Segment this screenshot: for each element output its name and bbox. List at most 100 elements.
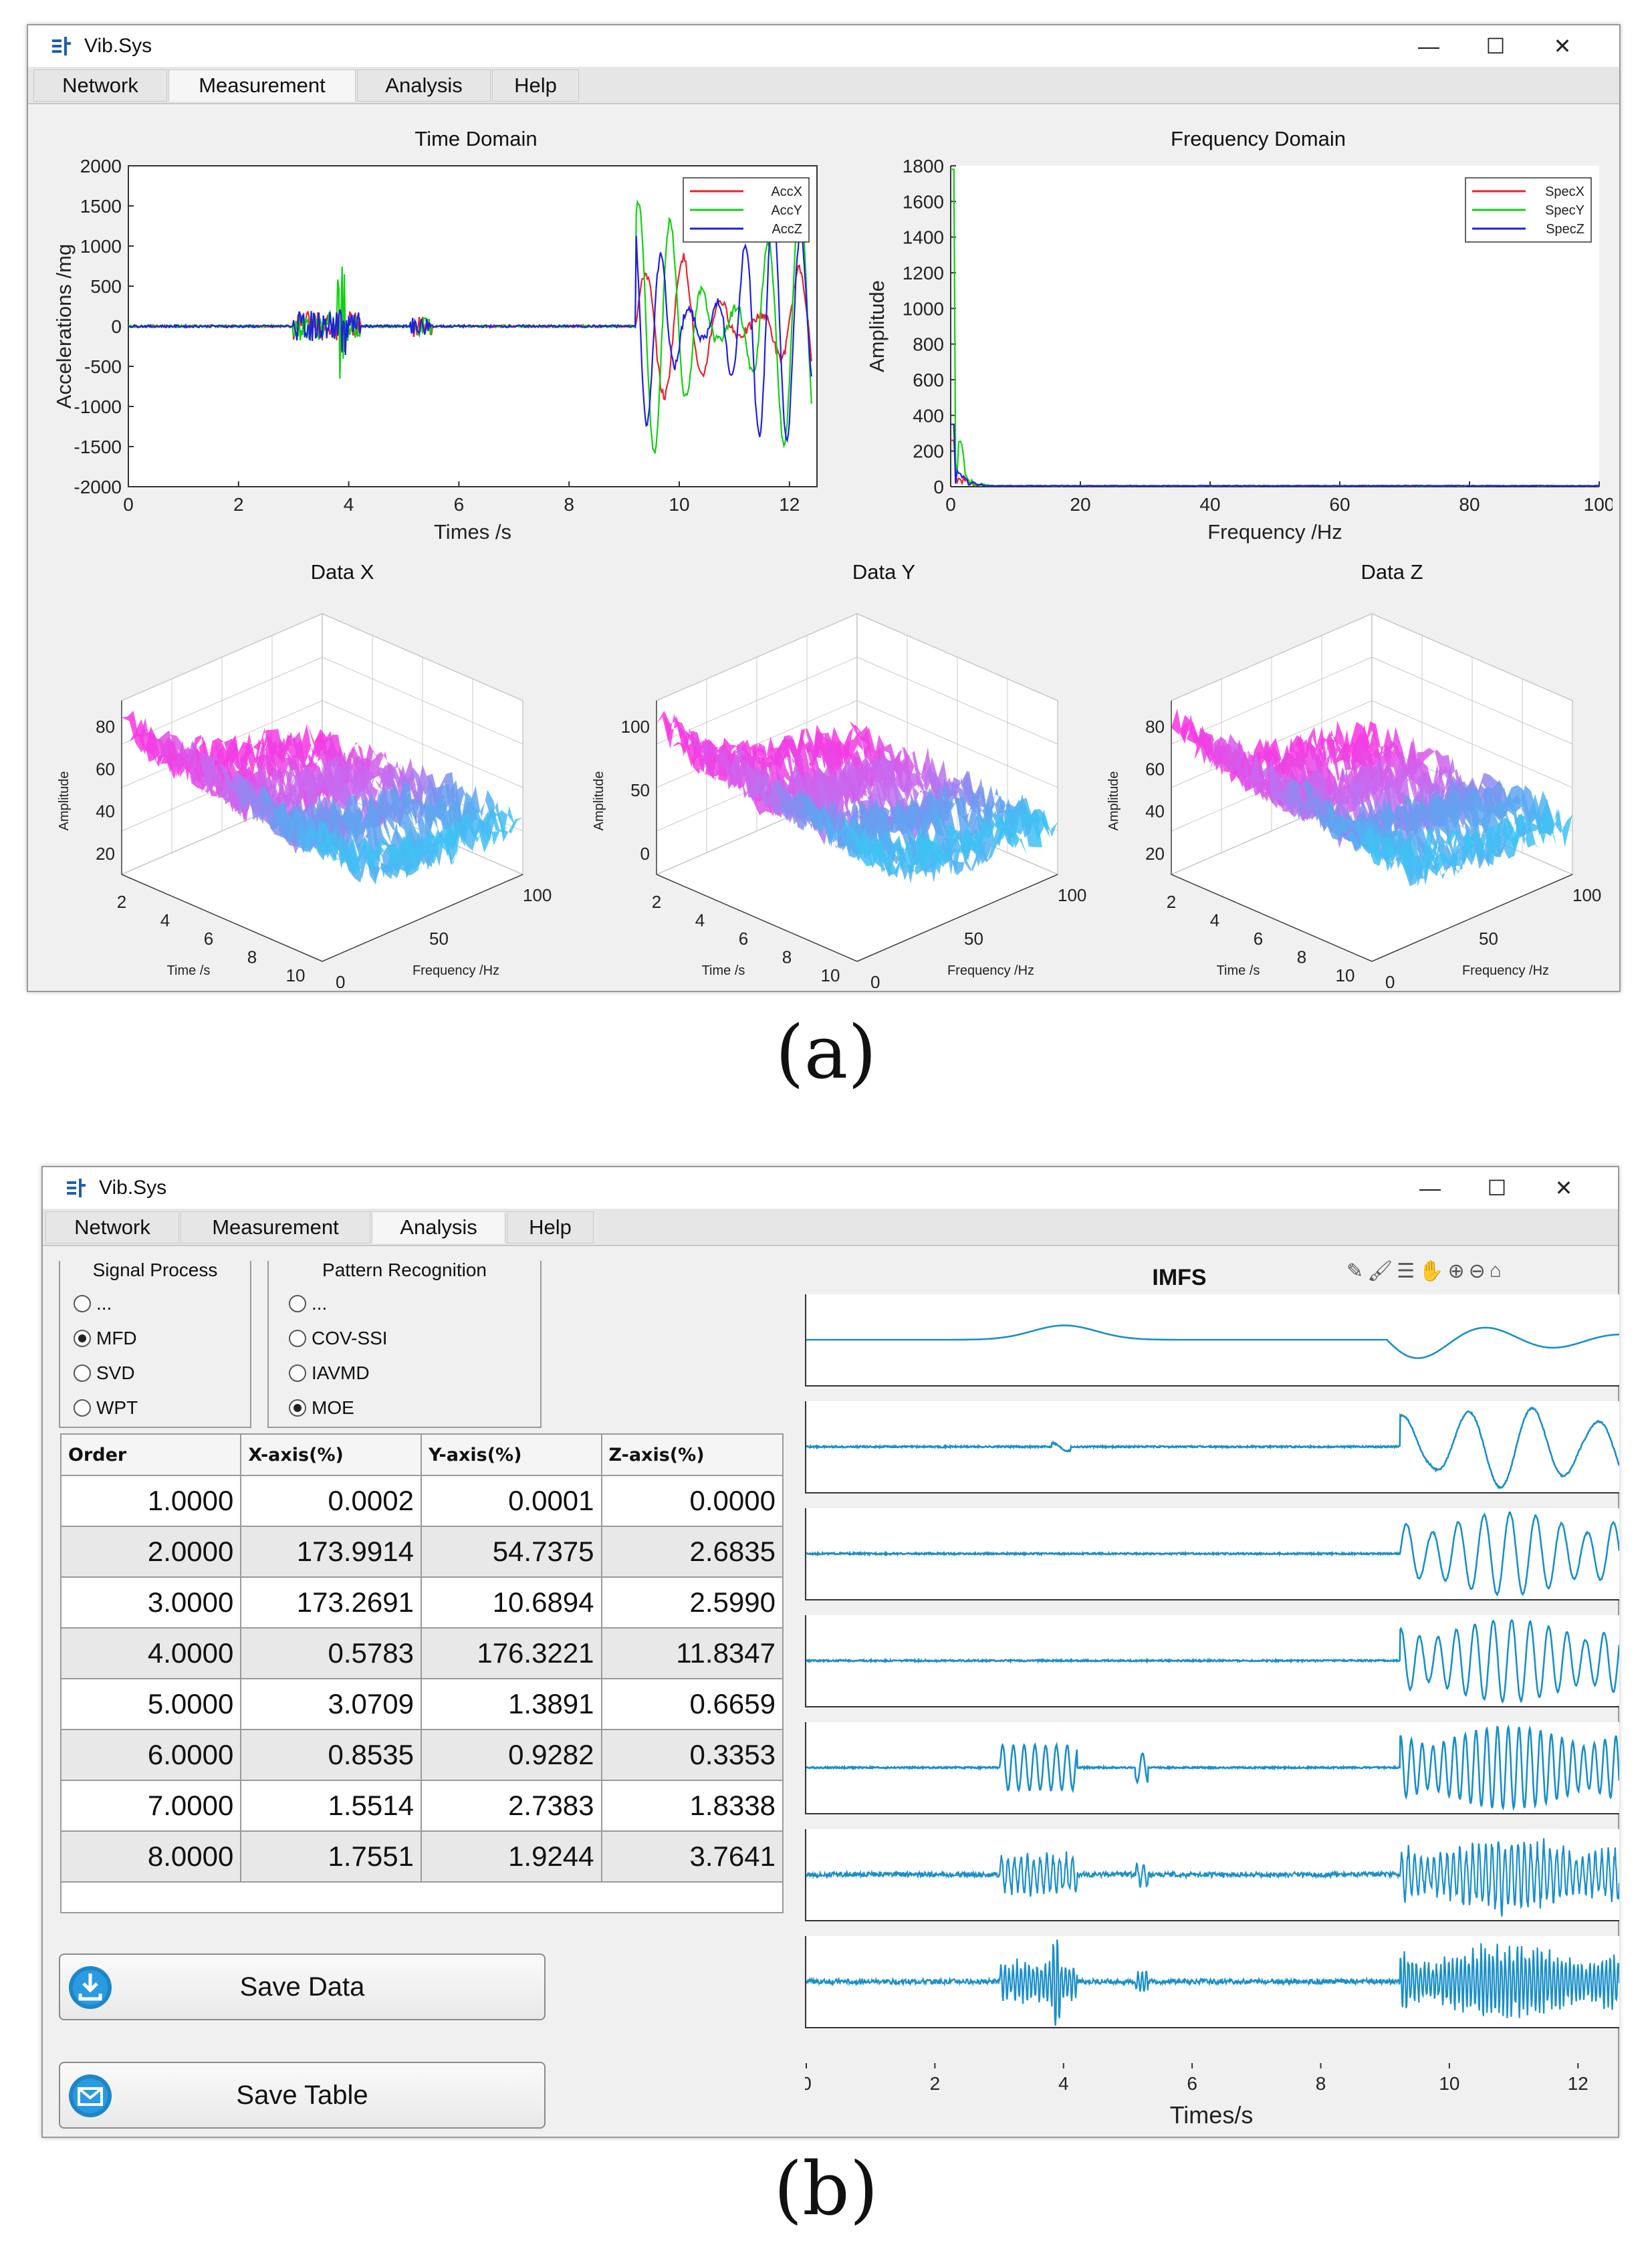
close-button[interactable]: ✕	[1553, 34, 1572, 58]
cell[interactable]: 176.3221	[420, 1627, 602, 1679]
cell[interactable]: 0.8535	[240, 1729, 422, 1781]
signal-option-wpt[interactable]: WPT	[74, 1397, 138, 1419]
signal-option-mfd[interactable]: MFD	[74, 1328, 137, 1349]
table-row[interactable]: 5.0000 3.0709 1.3891 0.6659	[60, 1678, 784, 1730]
tab-measurement[interactable]: Measurement	[181, 1211, 370, 1243]
header-order[interactable]: Order	[60, 1433, 242, 1476]
zoom-out-icon[interactable]: ⊖	[1468, 1260, 1486, 1282]
cell[interactable]: 0.0002	[240, 1475, 422, 1527]
cell[interactable]: 5.0000	[60, 1678, 242, 1730]
cell[interactable]: 2.7383	[420, 1780, 602, 1832]
cell[interactable]: 3.0709	[240, 1678, 422, 1730]
cell[interactable]: 8.0000	[60, 1830, 242, 1883]
cell[interactable]: 1.5514	[240, 1780, 422, 1832]
imf-panel[interactable]	[805, 1829, 1621, 1921]
maximize-button[interactable]: ☐	[1486, 34, 1506, 58]
cell[interactable]: 1.9244	[420, 1830, 602, 1883]
cell[interactable]: 0.9282	[420, 1729, 602, 1781]
header-z-axis[interactable]: Z-axis(%)	[600, 1433, 784, 1476]
title-bar[interactable]: Vib.Sys — ☐ ✕	[43, 1167, 1618, 1209]
cell[interactable]: 173.9914	[240, 1526, 422, 1578]
cell[interactable]: 4.0000	[60, 1627, 242, 1679]
z-axis-label: Amplitude	[57, 771, 72, 831]
frequency-domain-chart[interactable]: 0 20 40 60 80 100 1800 1600 1400 1200 1000 800 600 40…	[857, 152, 1613, 554]
signal-option-svd[interactable]: SVD	[74, 1362, 135, 1384]
brush-icon[interactable]: 🖌	[1367, 1260, 1393, 1282]
freq-axis-line	[856, 874, 1058, 962]
freq-axis-label: Frequency /Hz	[947, 963, 1034, 978]
pattern-option-iavmd[interactable]: IAVMD	[289, 1362, 370, 1384]
cell[interactable]: 7.0000	[60, 1780, 242, 1832]
table-row[interactable]: 4.0000 0.5783 176.3221 11.8347	[60, 1627, 784, 1679]
cell[interactable]: 54.7375	[420, 1526, 602, 1578]
header-x-axis[interactable]: X-axis(%)	[240, 1433, 422, 1476]
pan-icon[interactable]: ✋	[1419, 1260, 1444, 1282]
table-row-empty[interactable]	[60, 1881, 784, 1913]
cell[interactable]: 0.0001	[420, 1475, 602, 1527]
minimize-button[interactable]: —	[1418, 33, 1439, 58]
tab-analysis[interactable]: Analysis	[357, 70, 491, 102]
pattern-option-moe[interactable]: MOE	[289, 1397, 354, 1419]
data-y-surface[interactable]: 100 50 0 Amplitude 2 4 6 8 10 Time /s 0 50 100 Freque…	[576, 587, 1098, 988]
close-button[interactable]: ✕	[1554, 1176, 1573, 1200]
y-tick-label: 1200	[903, 263, 944, 283]
radio-label: MOE	[312, 1397, 354, 1418]
cell[interactable]: 11.8347	[600, 1627, 784, 1679]
save-table-button[interactable]: Save Table	[59, 2062, 546, 2129]
tab-analysis[interactable]: Analysis	[372, 1211, 505, 1243]
y-tick-label: -1000	[74, 396, 122, 417]
cell[interactable]: 1.3891	[420, 1678, 602, 1730]
radio-label: SVD	[96, 1362, 135, 1383]
cell[interactable]: 173.2691	[240, 1576, 422, 1629]
cell[interactable]: 2.5990	[600, 1576, 784, 1629]
table-row[interactable]: 6.0000 0.8535 0.9282 0.3353	[60, 1729, 784, 1781]
save-data-button[interactable]: Save Data	[59, 1953, 546, 2020]
edit-icon[interactable]: ✎	[1346, 1260, 1364, 1282]
cell[interactable]: 10.6894	[420, 1576, 602, 1629]
legend-icon[interactable]: ☰	[1397, 1260, 1415, 1282]
data-x-surface[interactable]: 80 60 40 20 Amplitude 2 4 6 8 10 Time /s 0 50 100 Freq…	[41, 587, 576, 988]
tab-help[interactable]: Help	[507, 1211, 594, 1243]
signal-option-none[interactable]: ...	[74, 1293, 112, 1314]
cell[interactable]: 1.7551	[240, 1830, 422, 1883]
table-row[interactable]: 7.0000 1.5514 2.7383 1.8338	[60, 1780, 784, 1832]
maximize-button[interactable]: ☐	[1487, 1176, 1507, 1200]
time-domain-chart[interactable]: 0 2 4 6 8 10 12 2000 1500 1000 500 0 -500 -1000 -1500 -…	[41, 152, 857, 554]
header-y-axis[interactable]: Y-axis(%)	[420, 1433, 602, 1476]
cell[interactable]: 6.0000	[60, 1729, 242, 1781]
table-row[interactable]: 2.0000 173.9914 54.7375 2.6835	[60, 1526, 784, 1578]
imf-panel[interactable]	[805, 1722, 1621, 1814]
imf-panel[interactable]	[805, 1615, 1621, 1707]
table-row[interactable]: 1.0000 0.0002 0.0001 0.0000	[60, 1475, 784, 1527]
minimize-button[interactable]: —	[1419, 1175, 1441, 1200]
title-bar[interactable]: Vib.Sys — ☐ ✕	[28, 25, 1619, 67]
imf-panel[interactable]	[805, 1508, 1621, 1600]
cell[interactable]: 1.8338	[600, 1780, 784, 1832]
tab-measurement[interactable]: Measurement	[168, 70, 356, 102]
imf-panel[interactable]	[805, 1401, 1621, 1494]
cell[interactable]: 2.6835	[600, 1526, 784, 1578]
x-tick-label: 0	[805, 2073, 812, 2094]
cell[interactable]: 3.7641	[600, 1830, 784, 1883]
cell[interactable]: 1.0000	[60, 1475, 242, 1527]
pattern-option-cov-ssi[interactable]: COV-SSI	[289, 1328, 388, 1349]
cell[interactable]: 0.5783	[240, 1627, 422, 1679]
tab-network[interactable]: Network	[33, 70, 167, 102]
cell[interactable]: 0.3353	[600, 1729, 784, 1781]
surface-strip	[1302, 726, 1511, 870]
cell[interactable]: 2.0000	[60, 1526, 242, 1578]
radio-label: ...	[312, 1293, 328, 1314]
tab-help[interactable]: Help	[492, 70, 579, 102]
table-row[interactable]: 8.0000 1.7551 1.9244 3.7641	[60, 1830, 784, 1883]
data-z-surface[interactable]: 80 60 40 20 Amplitude 2 4 6 8 10 Time /s 0 50 100 Freq…	[1091, 587, 1619, 988]
pattern-option-none[interactable]: ...	[289, 1293, 327, 1314]
imf-panel[interactable]	[805, 1294, 1619, 1387]
table-row[interactable]: 3.0000 173.2691 10.6894 2.5990	[60, 1576, 784, 1629]
tab-network[interactable]: Network	[45, 1211, 179, 1243]
zoom-in-icon[interactable]: ⊕	[1447, 1260, 1465, 1282]
home-icon[interactable]: ⌂	[1489, 1260, 1502, 1282]
cell[interactable]: 0.6659	[600, 1678, 784, 1730]
imf-panel[interactable]	[805, 1936, 1621, 2028]
cell[interactable]: 3.0000	[60, 1576, 242, 1629]
cell[interactable]: 0.0000	[600, 1475, 784, 1527]
